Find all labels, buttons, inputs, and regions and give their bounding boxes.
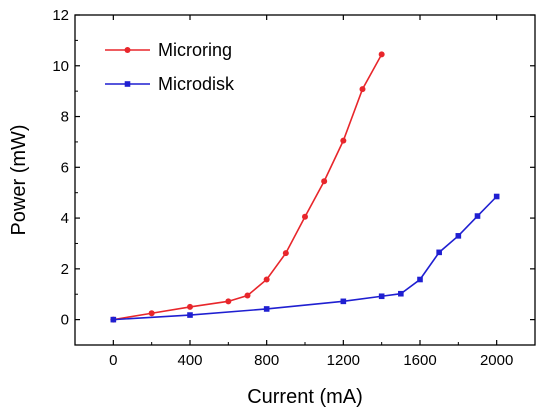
data-point	[359, 86, 366, 93]
data-point	[378, 293, 385, 300]
y-tick-label: 10	[52, 58, 69, 75]
data-point	[474, 213, 481, 219]
y-tick-label: 4	[61, 210, 69, 227]
axis-ticks: 0 400 800 1200 1600 2000 0 2 4 6 8 10 12	[52, 7, 535, 369]
data-point	[321, 178, 328, 185]
data-point	[282, 250, 289, 257]
x-tick-label: 800	[254, 352, 279, 369]
data-point	[455, 233, 462, 239]
data-point	[436, 249, 442, 256]
y-axis-label: Power (mW)	[8, 124, 30, 235]
series-layer	[110, 51, 500, 323]
legend-label: Microdisk	[158, 74, 235, 94]
x-tick-label: 400	[177, 352, 202, 369]
series-microdisk	[110, 193, 500, 323]
data-point	[263, 306, 270, 312]
data-point	[302, 213, 308, 220]
data-point	[187, 303, 193, 310]
series-line	[113, 53, 383, 321]
data-point	[225, 298, 232, 305]
legend-marker	[124, 47, 131, 53]
x-axis-label: Current (mA)	[247, 386, 363, 408]
legend-label: Microring	[158, 40, 232, 60]
data-point	[398, 290, 404, 297]
legend-marker	[124, 81, 131, 87]
data-point	[340, 298, 347, 305]
y-tick-label: 2	[61, 261, 69, 278]
data-point	[148, 310, 155, 317]
y-tick-label: 0	[61, 312, 69, 329]
data-point	[110, 316, 117, 323]
series-microring	[110, 51, 385, 323]
data-point	[378, 51, 385, 58]
data-point	[244, 292, 251, 299]
legend: Microring Microdisk	[105, 40, 235, 94]
legend-item-microring: Microring	[105, 40, 232, 60]
data-point	[340, 137, 347, 144]
y-tick-label: 12	[52, 7, 69, 24]
plot-border	[74, 14, 536, 346]
x-tick-label: 0	[109, 352, 117, 369]
data-point	[187, 312, 193, 318]
data-point	[263, 276, 270, 283]
legend-item-microdisk: Microdisk	[105, 74, 235, 94]
plot-frame	[74, 14, 536, 346]
x-tick-label: 2000	[480, 352, 513, 369]
data-point	[493, 193, 500, 200]
x-tick-label: 1200	[327, 352, 360, 369]
data-point	[417, 276, 423, 283]
y-tick-label: 6	[61, 159, 69, 176]
y-tick-label: 8	[61, 109, 69, 126]
x-tick-label: 1600	[403, 352, 436, 369]
